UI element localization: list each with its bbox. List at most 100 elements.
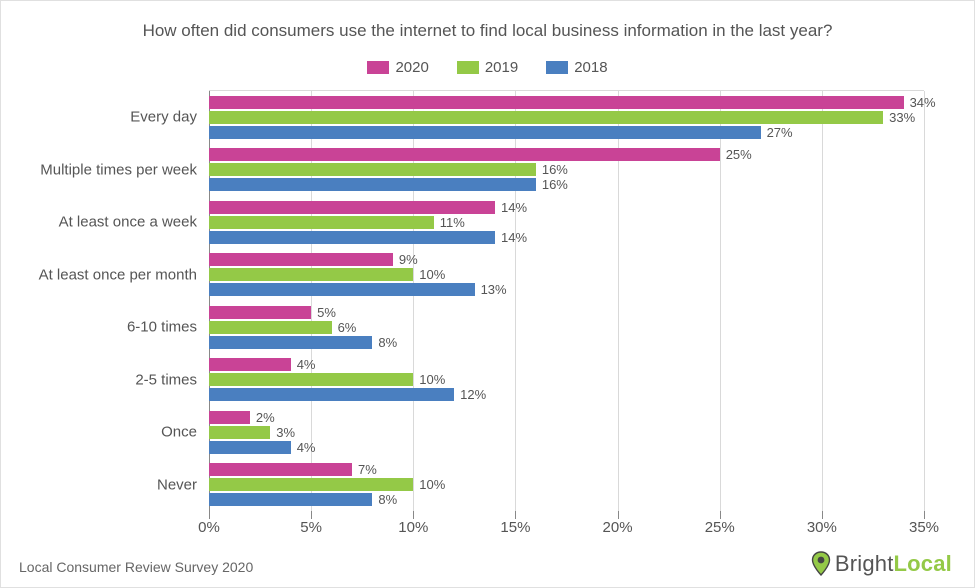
- axis-tick: [515, 511, 516, 519]
- chart-legend: 2020 2019 2018: [31, 59, 944, 76]
- x-axis-label: 5%: [300, 519, 322, 536]
- axis-tick: [618, 511, 619, 519]
- category-label: 6-10 times: [127, 319, 209, 336]
- legend-swatch: [457, 61, 479, 74]
- bar: 7%: [209, 463, 352, 476]
- logo-local: Local: [894, 551, 952, 576]
- legend-item-2018: 2018: [546, 59, 607, 76]
- bar-value-label: 16%: [536, 163, 568, 176]
- legend-item-2020: 2020: [367, 59, 428, 76]
- bar-value-label: 27%: [761, 126, 793, 139]
- bar: 10%: [209, 478, 413, 491]
- category-group: Every day34%33%27%: [209, 96, 924, 139]
- bar: 4%: [209, 441, 291, 454]
- source-text: Local Consumer Review Survey 2020: [19, 559, 253, 575]
- bar: 14%: [209, 201, 495, 214]
- axis-tick: [413, 511, 414, 519]
- brand-logo: BrightLocal: [811, 551, 952, 577]
- bar-value-label: 12%: [454, 388, 486, 401]
- x-axis-label: 30%: [807, 519, 837, 536]
- legend-swatch: [546, 61, 568, 74]
- bar-value-label: 10%: [413, 478, 445, 491]
- bar: 14%: [209, 231, 495, 244]
- bar-value-label: 3%: [270, 426, 295, 439]
- category-label: Once: [161, 424, 209, 441]
- bar: 10%: [209, 268, 413, 281]
- bar-value-label: 10%: [413, 268, 445, 281]
- bar: 25%: [209, 148, 720, 161]
- chart-area: How often did consumers use the internet…: [31, 21, 944, 537]
- bar: 8%: [209, 493, 372, 506]
- category-group: At least once a week14%11%14%: [209, 201, 924, 244]
- plot-area: 0%5%10%15%20%25%30%35% Every day34%33%27…: [209, 90, 924, 511]
- bar: 9%: [209, 253, 393, 266]
- x-axis-labels: 0%5%10%15%20%25%30%35%: [209, 519, 924, 539]
- chart-title: How often did consumers use the internet…: [31, 21, 944, 41]
- logo-bright: Bright: [835, 551, 894, 576]
- axis-tick: [822, 511, 823, 519]
- category-group: Once2%3%4%: [209, 411, 924, 454]
- chart-container: How often did consumers use the internet…: [0, 0, 975, 588]
- axis-tick: [924, 511, 925, 519]
- bar-value-label: 14%: [495, 201, 527, 214]
- legend-item-2019: 2019: [457, 59, 518, 76]
- bar-value-label: 13%: [475, 283, 507, 296]
- bar-value-label: 8%: [372, 493, 397, 506]
- bar: 2%: [209, 411, 250, 424]
- category-group: 6-10 times5%6%8%: [209, 306, 924, 349]
- bar: 11%: [209, 216, 434, 229]
- bar-value-label: 7%: [352, 463, 377, 476]
- logo-text: BrightLocal: [835, 551, 952, 577]
- x-axis-label: 0%: [198, 519, 220, 536]
- bar: 10%: [209, 373, 413, 386]
- bar: 4%: [209, 358, 291, 371]
- axis-tick: [720, 511, 721, 519]
- category-label: Every day: [130, 109, 209, 126]
- category-group: Never7%10%8%: [209, 463, 924, 506]
- legend-label: 2020: [395, 59, 428, 76]
- bar: 3%: [209, 426, 270, 439]
- x-axis-label: 35%: [909, 519, 939, 536]
- bar-value-label: 16%: [536, 178, 568, 191]
- bar: 27%: [209, 126, 761, 139]
- bar: 13%: [209, 283, 475, 296]
- bar: 34%: [209, 96, 904, 109]
- bar-value-label: 4%: [291, 358, 316, 371]
- category-label: Multiple times per week: [40, 161, 209, 178]
- category-group: Multiple times per week25%16%16%: [209, 148, 924, 191]
- legend-swatch: [367, 61, 389, 74]
- bar-value-label: 5%: [311, 306, 336, 319]
- gridline: [924, 91, 925, 511]
- category-label: At least once a week: [59, 214, 209, 231]
- bar-value-label: 10%: [413, 373, 445, 386]
- bar-value-label: 6%: [332, 321, 357, 334]
- map-pin-icon: [811, 551, 831, 577]
- bar-value-label: 11%: [434, 216, 465, 229]
- bar: 33%: [209, 111, 883, 124]
- category-group: 2-5 times4%10%12%: [209, 358, 924, 401]
- category-group: At least once per month9%10%13%: [209, 253, 924, 296]
- legend-label: 2018: [574, 59, 607, 76]
- bar: 6%: [209, 321, 332, 334]
- bar: 16%: [209, 163, 536, 176]
- category-label: 2-5 times: [135, 371, 209, 388]
- bar: 5%: [209, 306, 311, 319]
- x-axis-label: 20%: [603, 519, 633, 536]
- bar-value-label: 9%: [393, 253, 418, 266]
- legend-label: 2019: [485, 59, 518, 76]
- bar-value-label: 33%: [883, 111, 915, 124]
- category-label: Never: [157, 476, 209, 493]
- x-axis-label: 25%: [705, 519, 735, 536]
- axis-tick: [311, 511, 312, 519]
- bar: 8%: [209, 336, 372, 349]
- x-axis-label: 15%: [500, 519, 530, 536]
- category-label: At least once per month: [39, 266, 209, 283]
- bar-value-label: 8%: [372, 336, 397, 349]
- bar-value-label: 34%: [904, 96, 936, 109]
- bar-value-label: 25%: [720, 148, 752, 161]
- bar-value-label: 4%: [291, 441, 316, 454]
- bar: 12%: [209, 388, 454, 401]
- bar: 16%: [209, 178, 536, 191]
- bar-value-label: 14%: [495, 231, 527, 244]
- bar-value-label: 2%: [250, 411, 275, 424]
